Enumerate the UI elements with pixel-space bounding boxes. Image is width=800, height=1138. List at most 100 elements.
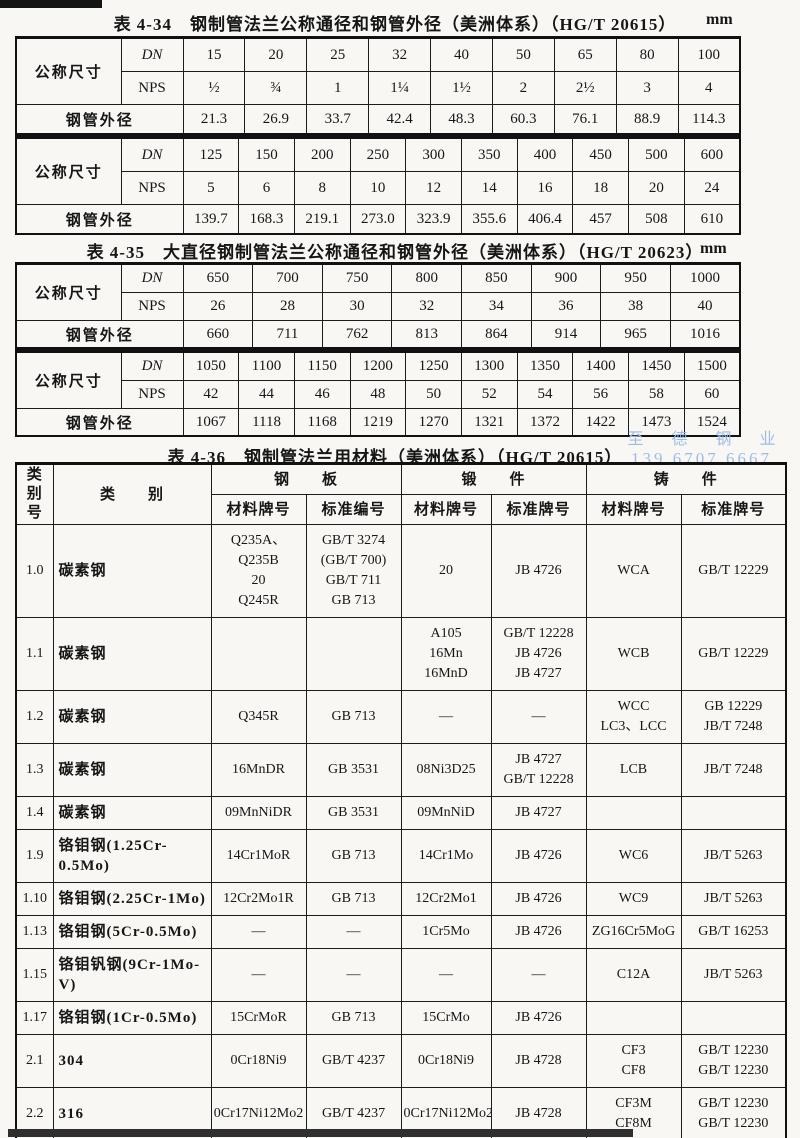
- header-plate-material-grade: 材料牌号: [210, 494, 307, 525]
- table-cell: 355.6: [460, 204, 518, 235]
- table-cell: 1450: [628, 351, 685, 381]
- table-cell: —: [210, 948, 307, 1002]
- table-cell: —: [305, 948, 402, 1002]
- table-cell: WCC LC3、LCC: [585, 690, 682, 744]
- category-cell: 碳素钢: [52, 690, 212, 744]
- cell-line: Q235A、Q235B: [230, 533, 287, 568]
- dn-label: DN: [120, 263, 184, 293]
- table-cell: 48.3: [430, 104, 493, 135]
- table-cell: 1118: [238, 408, 295, 437]
- cell-line: JB 4727: [515, 752, 562, 767]
- table-row: 1.3 碳素钢 16MnDR GB 3531 08Ni3D25 JB 4727 GB/T 1…: [15, 743, 787, 797]
- header-steel-plate-group: 钢 板: [210, 463, 402, 495]
- table-row: 1.15 铬钼钒钢(9Cr-1Mo-V) — — — — C12A JB/T 5263: [15, 948, 787, 1002]
- category-cell: 铬钼钢(1.25Cr-0.5Mo): [52, 829, 212, 883]
- header-category-number-line2: 号: [26, 505, 43, 521]
- table-cell: 42.4: [368, 104, 431, 135]
- table-cell: 09MnNiDR: [210, 796, 307, 830]
- table-cell: 450: [572, 137, 629, 172]
- table-cell: 300: [405, 137, 462, 172]
- table-cell: [210, 617, 307, 691]
- table-cell: [585, 796, 682, 830]
- table-cell: ½: [182, 71, 246, 105]
- table-cell: —: [400, 948, 492, 1002]
- table-cell: 1219: [349, 408, 407, 437]
- table-cell: 18: [572, 171, 629, 205]
- table-cell: JB 4726: [490, 1001, 587, 1035]
- table-cell: 1250: [405, 351, 462, 381]
- table-cell: GB 3531: [305, 743, 402, 797]
- table-cell: 900: [530, 263, 602, 293]
- table-4-34-title: 表 4-34 钢制管法兰公称通径和钢管外径（美洲体系）（HG/T 20615）: [113, 15, 677, 34]
- nominal-size-label: 公称尺寸: [15, 351, 122, 409]
- table-cell: [680, 796, 787, 830]
- cell-line: GB/T 711: [325, 573, 382, 588]
- cell-line: CF3M: [615, 1096, 652, 1111]
- table-cell: 800: [391, 263, 462, 293]
- header-forging-standard-grade: 标准牌号: [490, 494, 587, 525]
- table-cell: 8: [293, 171, 351, 205]
- cell-line: GB 713: [331, 593, 376, 608]
- table-cell: 500: [628, 137, 685, 172]
- table-cell: 1000: [669, 263, 741, 293]
- table-cell: 60: [683, 380, 741, 409]
- table-cell: 350: [460, 137, 518, 172]
- cell-line: Q245R: [238, 593, 279, 608]
- header-forging-group: 锻 件: [400, 463, 587, 495]
- cell-line: A105: [430, 626, 462, 641]
- table-cell: JB/T 5263: [680, 948, 787, 1002]
- category-number-cell: 1.2: [15, 690, 54, 744]
- pipe-od-label: 钢管外径: [15, 320, 184, 349]
- table-cell: JB 4726: [490, 829, 587, 883]
- table-cell: 60.3: [491, 104, 555, 135]
- table-cell: JB/T 5263: [680, 882, 787, 916]
- table-row: 1.17 铬钼钢(1Cr-0.5Mo) 15CrMoR GB 713 15CrMo JB …: [15, 1001, 787, 1035]
- table-cell: GB/T 3274 (GB/T 700) GB/T 711 GB 713: [305, 524, 402, 618]
- table-cell: 50: [405, 380, 462, 409]
- table-cell: GB/T 12229: [680, 617, 787, 691]
- table-4-34-unit: mm: [706, 11, 733, 28]
- table-cell: 114.3: [677, 104, 741, 135]
- table-cell: Q345R: [210, 690, 307, 744]
- nps-label: NPS: [120, 380, 184, 409]
- table-cell: 650: [182, 263, 254, 293]
- header-casting-group: 铸 件: [585, 463, 787, 495]
- table-cell: 0Cr18Ni9: [210, 1034, 307, 1088]
- table-cell: CF3 CF8: [585, 1034, 682, 1088]
- table-cell: 1Cr5Mo: [400, 915, 492, 949]
- table-cell: JB/T 7248: [680, 743, 787, 797]
- dn-label: DN: [120, 37, 184, 72]
- table-cell: 219.1: [293, 204, 351, 235]
- table-cell: GB/T 16253: [680, 915, 787, 949]
- table-cell: 14Cr1MoR: [210, 829, 307, 883]
- table-cell: 88.9: [615, 104, 679, 135]
- category-number-cell: 1.17: [15, 1001, 54, 1035]
- table-cell: 40: [430, 37, 493, 72]
- table-cell: 12Cr2Mo1: [400, 882, 492, 916]
- table-cell: 65: [553, 37, 617, 72]
- cell-line: CF8: [621, 1063, 646, 1078]
- table-cell: 457: [572, 204, 629, 235]
- table-cell: 1½: [430, 71, 493, 105]
- table-cell: 250: [349, 137, 407, 172]
- header-category-number-line1: 类别: [26, 467, 43, 502]
- table-cell: 600: [683, 137, 741, 172]
- header-casting-material-grade: 材料牌号: [585, 494, 682, 525]
- table-cell: 52: [460, 380, 518, 409]
- table-cell: 700: [252, 263, 323, 293]
- dn-label: DN: [120, 351, 184, 381]
- table-cell: —: [400, 690, 492, 744]
- table-4-35-title: 表 4-35 大直径钢制管法兰公称通径和钢管外径（美洲体系）（HG/T 2062…: [86, 243, 704, 262]
- table-cell: 34: [461, 292, 532, 321]
- table-cell: 1473: [628, 408, 685, 437]
- table-cell: 32: [368, 37, 431, 72]
- table-cell: 5: [182, 171, 240, 205]
- category-cell: 碳素钢: [52, 796, 212, 830]
- table-row: 1.13 铬钼钢(5Cr-0.5Mo) — —1Cr5Mo JB 4726 ZG16Cr5…: [15, 915, 787, 949]
- table-cell: 80: [615, 37, 679, 72]
- table-cell: 323.9: [405, 204, 462, 235]
- table-cell: 406.4: [516, 204, 574, 235]
- table-cell: 1¼: [368, 71, 431, 105]
- table-cell: 30: [321, 292, 393, 321]
- table-cell: JB/T 5263: [680, 829, 787, 883]
